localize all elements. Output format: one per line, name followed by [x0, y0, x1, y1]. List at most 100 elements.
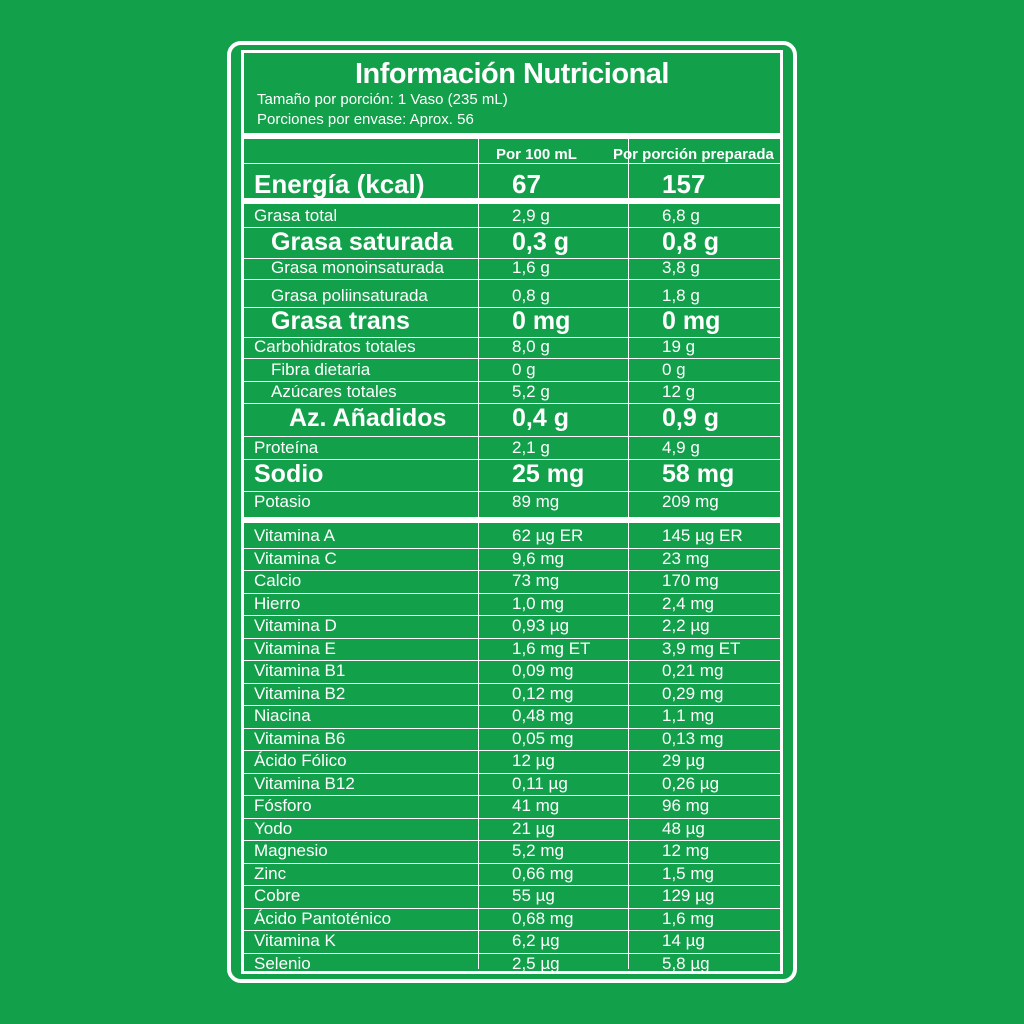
micronutrient-per100-value: 6,2 µg: [512, 931, 560, 950]
nutrient-name: Proteína: [254, 438, 319, 457]
nutrient-name: Grasa saturada: [271, 228, 454, 256]
row-divider: [244, 682, 780, 684]
row-divider: [244, 705, 780, 706]
nutrition-facts-table: Información Nutricional Tamaño por porci…: [241, 50, 783, 974]
micronutrient-name: Zinc: [254, 863, 287, 883]
label-header: Información Nutricional Tamaño por porci…: [244, 53, 780, 131]
nutrient-serving-value: 209 mg: [662, 492, 719, 511]
micronutrient-serving-value: 2,2 µg: [662, 616, 710, 635]
micronutrient-name: Vitamina B6: [254, 728, 346, 748]
nutrient-per100-value: 0 mg: [512, 307, 571, 335]
nutrient-per100-value: 5,2 g: [512, 382, 550, 401]
micronutrient-per100-value: 0,66 mg: [512, 863, 574, 883]
nutrient-serving-value: 6,8 g: [662, 206, 700, 225]
nutrient-serving-value: 4,9 g: [662, 438, 700, 457]
energy-name: Energía (kcal): [254, 169, 425, 199]
row-divider: [244, 459, 780, 460]
column-separator: [628, 136, 629, 969]
micronutrient-serving-value: 5,8 µg: [662, 953, 710, 973]
row-divider: [244, 403, 780, 404]
column-header-per-serving: Por porción preparada: [613, 146, 774, 163]
micronutrient-name: Vitamina A: [254, 526, 335, 545]
nutrient-serving-value: 1,8 g: [662, 286, 700, 305]
micronutrient-serving-value: 129 µg: [662, 886, 715, 905]
nutrient-name: Azúcares totales: [271, 382, 397, 401]
nutrient-name: Grasa total: [254, 206, 338, 225]
nutrient-per100-value: 25 mg: [512, 460, 585, 488]
divider: [244, 198, 780, 204]
micronutrient-name: Yodo: [254, 818, 293, 838]
serving-size: Tamaño por porción: 1 Vaso (235 mL): [257, 91, 508, 108]
nutrient-name: Grasa monoinsaturada: [271, 258, 444, 277]
nutrient-per100-value: 89 mg: [512, 492, 560, 511]
micronutrient-name: Vitamina B12: [254, 773, 355, 793]
row-divider: [244, 862, 780, 864]
nutrient-per100-value: 0 g: [512, 360, 536, 379]
nutrient-per100-value: 0,3 g: [512, 228, 569, 256]
micronutrient-per100-value: 0,93 µg: [512, 616, 570, 635]
row-divider: [244, 637, 780, 639]
micronutrient-per100-value: 55 µg: [512, 886, 555, 905]
micronutrient-serving-value: 0,29 mg: [662, 683, 724, 703]
micronutrient-name: Ácido Fólico: [254, 751, 347, 770]
row-divider: [244, 952, 780, 954]
micronutrient-per100-value: 5,2 mg: [512, 841, 564, 860]
row-divider: [244, 817, 780, 819]
micronutrient-name: Calcio: [254, 571, 302, 590]
divider: [244, 163, 780, 164]
servings-per-container: Porciones por envase: Aprox. 56: [257, 111, 474, 128]
row-divider: [244, 491, 780, 492]
micronutrient-serving-value: 170 mg: [662, 571, 719, 590]
micronutrient-per100-value: 12 µg: [512, 751, 555, 770]
row-divider: [244, 840, 780, 841]
micronutrient-per100-value: 0,12 mg: [512, 683, 574, 703]
row-divider: [244, 307, 780, 308]
micronutrient-per100-value: 0,05 mg: [512, 728, 574, 748]
divider: [244, 133, 780, 139]
micronutrient-serving-value: 48 µg: [662, 818, 705, 838]
micronutrient-serving-value: 29 µg: [662, 751, 705, 770]
micronutrient-name: Niacina: [254, 706, 311, 725]
nutrient-per100-value: 2,1 g: [512, 438, 550, 457]
row-divider: [244, 727, 780, 729]
nutrient-per100-value: 2,9 g: [512, 206, 550, 225]
micronutrient-per100-value: 1,6 mg ET: [512, 638, 591, 658]
row-divider: [244, 358, 780, 359]
micronutrient-serving-value: 14 µg: [662, 931, 705, 950]
row-divider: [244, 930, 780, 931]
nutrient-name: Fibra dietaria: [271, 360, 371, 379]
row-divider: [244, 279, 780, 280]
row-divider: [244, 750, 780, 751]
micronutrient-name: Ácido Pantoténico: [254, 908, 392, 928]
nutrient-name: Grasa poliinsaturada: [271, 286, 428, 305]
row-divider: [244, 570, 780, 571]
micronutrient-per100-value: 62 µg ER: [512, 526, 584, 545]
row-divider: [244, 337, 780, 338]
micronutrient-per100-value: 41 mg: [512, 796, 560, 815]
micronutrient-serving-value: 0,21 mg: [662, 661, 724, 680]
nutrient-per100-value: 8,0 g: [512, 337, 550, 356]
nutrient-serving-value: 12 g: [662, 382, 696, 401]
nutrient-serving-value: 0,9 g: [662, 404, 719, 432]
nutrient-name: Potasio: [254, 492, 311, 511]
nutrient-serving-value: 0 mg: [662, 307, 721, 335]
row-divider: [244, 436, 780, 437]
micronutrient-serving-value: 145 µg ER: [662, 526, 743, 545]
row-divider: [244, 381, 780, 382]
row-divider: [244, 615, 780, 616]
row-divider: [244, 885, 780, 886]
row-divider: [244, 258, 780, 259]
label-title: Información Nutricional: [355, 58, 669, 90]
micronutrient-per100-value: 0,68 mg: [512, 908, 574, 928]
micronutrient-serving-value: 0,26 µg: [662, 773, 720, 793]
micronutrient-name: Vitamina E: [254, 638, 336, 658]
nutrient-per100-value: 1,6 g: [512, 258, 550, 277]
micronutrient-serving-value: 2,4 mg: [662, 593, 714, 613]
micronutrient-serving-value: 1,1 mg: [662, 706, 714, 725]
micronutrient-name: Vitamina B1: [254, 661, 346, 680]
row-divider: [244, 772, 780, 774]
nutrient-name: Az. Añadidos: [289, 404, 447, 432]
micronutrient-name: Fósforo: [254, 796, 312, 815]
nutrient-serving-value: 0,8 g: [662, 228, 719, 256]
divider: [244, 517, 780, 523]
